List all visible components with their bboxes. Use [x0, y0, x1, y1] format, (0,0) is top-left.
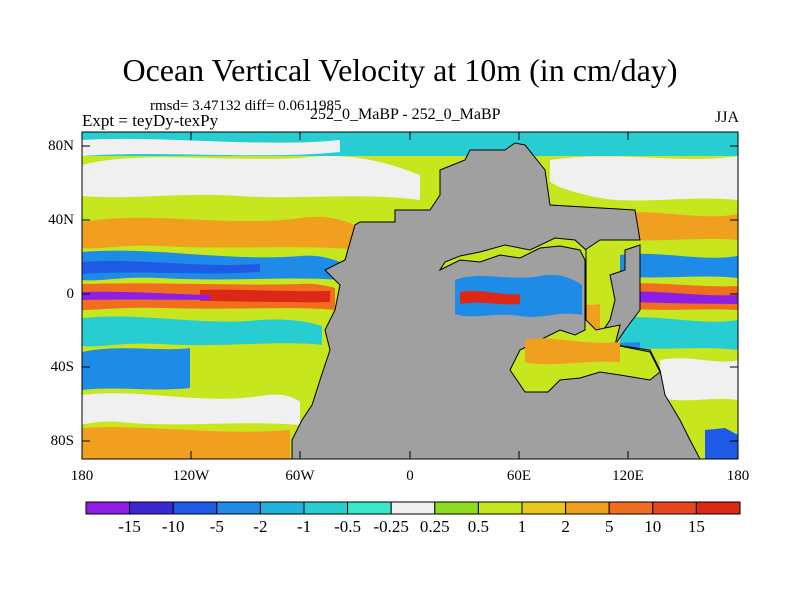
field-south-white: [82, 393, 300, 425]
colorbar-label: -15: [118, 517, 141, 536]
lat-tick-80n: 80N: [48, 138, 74, 154]
lon-tick-120e: 120E: [612, 468, 644, 484]
field-band-arctic-white: [82, 155, 420, 200]
field-band-subtropic-deepblue: [82, 261, 260, 274]
colorbar-box: [129, 501, 174, 515]
colorbar-label: -5: [209, 517, 224, 536]
season-label: JJA: [715, 109, 740, 126]
axis-ticks: [82, 132, 738, 459]
colorbar-box: [477, 501, 523, 515]
colorbar-box: [303, 501, 349, 515]
colorbar-label: 15: [687, 517, 705, 536]
field-east-cyan: [620, 317, 738, 350]
colorbar-box: [521, 501, 567, 515]
colorbar-box: [172, 501, 218, 515]
lat-tick-0: 0: [66, 286, 75, 302]
field-south-blue: [82, 348, 190, 390]
field-band-arctic-white-east: [550, 156, 738, 201]
inner-sea-orange: [525, 338, 620, 365]
lon-tick-60e: 60E: [506, 468, 532, 484]
colorbar-box: [608, 501, 654, 515]
colorbar-label: -10: [161, 517, 185, 536]
colorbar-label: -2: [253, 517, 268, 536]
field-band-north-orange: [82, 216, 360, 250]
lon-tick-180w: 180: [70, 468, 94, 484]
field-equator-red: [200, 289, 330, 303]
lon-tick-0: 0: [406, 468, 414, 484]
colorbar-label: -0.5: [334, 517, 362, 536]
experiment-label: Expt = teyDy-texPy: [82, 111, 219, 130]
field-band-arctic-white-2: [82, 138, 340, 156]
plot-title: Ocean Vertical Velocity at 10m (in cm/da…: [122, 52, 678, 88]
field-southeast-blue: [705, 428, 738, 459]
colorbar-label: 5: [604, 517, 614, 536]
colorbar-box: [216, 501, 261, 515]
lon-tick-60w: 60W: [285, 468, 315, 484]
colorbar-box: [259, 501, 305, 515]
colorbar-box: [347, 501, 392, 515]
colorbar-box: [85, 501, 131, 515]
colorbar-label: -0.25: [373, 517, 409, 536]
colorbar-label: -1: [296, 517, 312, 536]
colorbar-label: 2: [561, 517, 570, 536]
map-field: [82, 132, 738, 459]
lat-tick-40n: 40N: [48, 212, 74, 228]
field-east-blue: [620, 253, 738, 278]
field-south-cyan: [82, 316, 322, 347]
stats-label: rmsd= 3.47132 diff= 0.0611985: [150, 98, 342, 114]
lat-tick-80s: 80S: [50, 433, 74, 449]
field-east-white: [660, 358, 738, 401]
colorbar-box: [390, 501, 436, 515]
colorbar-label: 1: [517, 517, 527, 536]
lat-tick-40s: 40S: [50, 359, 74, 375]
colorbar-label: 0.25: [419, 517, 450, 536]
colorbar-box: [652, 501, 697, 515]
field-east-purple: [630, 291, 738, 304]
inner-sea-red: [460, 290, 520, 305]
lon-tick-180e: 180: [726, 468, 750, 484]
colorbar-box: [565, 501, 610, 515]
colorbar-box: [695, 501, 741, 515]
colorbar: [85, 501, 741, 515]
colorbar-label: 10: [644, 517, 662, 536]
colorbar-label: 0.5: [467, 517, 490, 536]
lon-tick-120w: 120W: [172, 468, 210, 484]
field-equator-purple: [82, 291, 210, 300]
colorbar-box: [434, 501, 479, 515]
case-label: 252_0_MaBP - 252_0_MaBP: [310, 106, 501, 123]
field-south-orange: [82, 427, 290, 459]
